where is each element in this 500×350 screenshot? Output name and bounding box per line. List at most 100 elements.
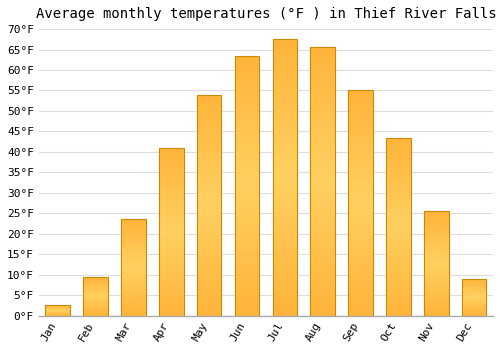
Bar (272, 53, 297, 56)
Bar (159, 277, 184, 279)
Bar (348, 135, 373, 138)
Bar (348, 282, 373, 284)
Bar (272, 161, 297, 164)
Bar (159, 304, 184, 306)
Bar (159, 187, 184, 188)
Bar (234, 276, 260, 279)
Bar (159, 245, 184, 247)
Bar (159, 287, 184, 289)
Bar (121, 287, 146, 288)
Bar (84, 300, 108, 301)
Bar (121, 222, 146, 223)
Bar (234, 256, 260, 258)
Bar (386, 214, 410, 216)
Bar (386, 141, 410, 143)
Bar (348, 154, 373, 156)
Bar (348, 118, 373, 120)
Bar (386, 255, 410, 257)
Bar (310, 206, 335, 208)
Bar (272, 97, 297, 100)
Bar (424, 286, 448, 287)
Bar (234, 134, 260, 136)
Bar (121, 299, 146, 300)
Bar (424, 306, 448, 307)
Bar (234, 186, 260, 188)
Bar (272, 191, 297, 194)
Bar (348, 246, 373, 248)
Bar (348, 208, 373, 210)
Bar (424, 228, 448, 229)
Bar (462, 280, 486, 281)
Bar (159, 240, 184, 242)
Bar (424, 230, 448, 231)
Bar (424, 218, 448, 219)
Bar (121, 246, 146, 247)
Bar (462, 310, 486, 311)
Bar (272, 208, 297, 211)
Bar (348, 255, 373, 257)
Bar (84, 310, 108, 311)
Bar (121, 261, 146, 262)
Bar (197, 285, 222, 287)
Bar (121, 272, 146, 273)
Bar (121, 241, 146, 243)
Bar (272, 233, 297, 236)
Bar (386, 276, 410, 278)
Bar (310, 300, 335, 302)
Bar (386, 209, 410, 211)
Bar (310, 281, 335, 284)
Bar (424, 249, 448, 250)
Bar (386, 223, 410, 225)
Bar (197, 181, 222, 183)
Bar (348, 133, 373, 135)
Bar (234, 219, 260, 222)
Bar (424, 217, 448, 218)
Bar (386, 212, 410, 214)
Bar (348, 124, 373, 126)
Bar (386, 285, 410, 287)
Bar (462, 284, 486, 285)
Bar (272, 175, 297, 177)
Bar (424, 238, 448, 239)
Bar (197, 236, 222, 238)
Bar (310, 155, 335, 158)
Bar (234, 232, 260, 235)
Bar (424, 248, 448, 249)
Bar (348, 111, 373, 113)
Bar (386, 226, 410, 229)
Bar (121, 264, 146, 265)
Bar (197, 249, 222, 252)
Bar (348, 151, 373, 154)
Bar (386, 177, 410, 178)
Bar (84, 302, 108, 303)
Bar (272, 169, 297, 172)
Bar (121, 250, 146, 251)
Bar (159, 151, 184, 153)
Bar (272, 114, 297, 117)
Bar (197, 168, 222, 170)
Bar (310, 267, 335, 270)
Bar (197, 216, 222, 218)
Bar (310, 284, 335, 286)
Bar (234, 160, 260, 162)
Bar (348, 212, 373, 214)
Bar (159, 250, 184, 252)
Bar (424, 290, 448, 292)
Bar (121, 306, 146, 307)
Bar (424, 313, 448, 314)
Bar (121, 247, 146, 248)
Bar (84, 301, 108, 302)
Bar (84, 278, 108, 279)
Bar (121, 281, 146, 282)
Bar (159, 312, 184, 314)
Bar (84, 293, 108, 294)
Bar (424, 282, 448, 283)
Bar (121, 234, 146, 235)
Bar (159, 309, 184, 310)
Bar (386, 298, 410, 300)
Bar (386, 148, 410, 150)
Bar (159, 222, 184, 223)
Bar (159, 259, 184, 260)
Bar (159, 160, 184, 161)
Bar (424, 300, 448, 301)
